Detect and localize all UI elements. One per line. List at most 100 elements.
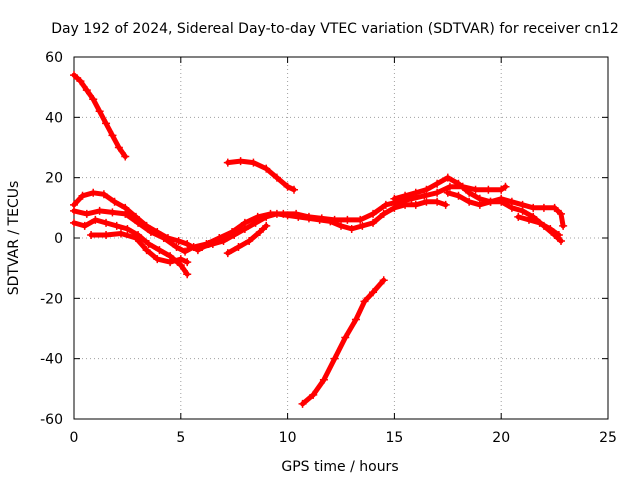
x-axis-label: GPS time / hours	[281, 459, 398, 475]
data-point	[524, 215, 533, 224]
data-point	[262, 212, 271, 221]
data-point	[330, 354, 339, 363]
data-point	[121, 152, 130, 161]
data-point	[401, 200, 410, 209]
data-points	[70, 71, 568, 408]
data-point	[535, 218, 544, 227]
data-point	[337, 221, 345, 230]
data-point	[360, 297, 369, 306]
data-point	[99, 190, 108, 199]
data-point	[390, 194, 399, 203]
data-point	[507, 197, 516, 206]
data-point	[326, 217, 335, 226]
data-point	[347, 224, 356, 233]
data-point	[70, 218, 78, 227]
data-point	[236, 157, 245, 166]
data-point	[559, 221, 568, 230]
data-point	[144, 240, 153, 249]
series-sat-a	[70, 71, 130, 161]
data-point	[379, 209, 388, 218]
x-tick-label: 5	[176, 430, 185, 446]
x-tick-label: 25	[599, 430, 617, 446]
data-point	[390, 203, 399, 212]
data-point	[283, 182, 292, 191]
data-point	[411, 188, 420, 197]
data-point	[108, 131, 117, 140]
data-point	[422, 185, 431, 194]
data-point	[381, 200, 390, 209]
data-point	[557, 209, 566, 218]
data-point	[518, 200, 527, 209]
x-tick-label: 10	[279, 430, 297, 446]
data-point	[223, 158, 232, 167]
data-point	[183, 240, 192, 249]
data-point	[445, 182, 454, 191]
data-point	[309, 390, 318, 399]
axis-ticks: 0 5 10 15 20 25 -60 -40 -20 0 20 40 60	[40, 50, 617, 446]
y-tick-label: 20	[45, 171, 63, 187]
data-point	[102, 119, 111, 128]
data-point	[465, 197, 474, 206]
data-point	[262, 221, 271, 230]
data-point	[95, 107, 104, 116]
series-sat-c	[298, 276, 388, 408]
data-point	[89, 188, 98, 197]
data-point	[153, 255, 162, 264]
data-point	[433, 179, 442, 188]
data-point	[283, 211, 292, 220]
data-point	[422, 197, 431, 206]
y-tick-label: 0	[54, 231, 63, 247]
data-point	[550, 203, 559, 212]
data-point	[379, 276, 388, 285]
data-point	[134, 218, 143, 227]
data-point	[249, 158, 258, 167]
data-point	[471, 185, 480, 194]
data-point	[290, 185, 299, 194]
data-point	[369, 218, 378, 227]
data-point	[501, 182, 510, 191]
data-point	[70, 71, 78, 80]
data-point	[441, 200, 450, 209]
data-point	[89, 95, 98, 104]
series-sat-g	[87, 229, 192, 267]
data-point	[351, 315, 360, 324]
data-point	[529, 203, 538, 212]
data-point	[411, 200, 420, 209]
data-point	[315, 215, 324, 224]
data-point	[272, 173, 281, 182]
data-point	[70, 206, 78, 215]
data-point	[230, 230, 239, 239]
data-point	[433, 197, 442, 206]
data-point	[208, 240, 217, 249]
series-sat-l	[223, 221, 271, 258]
data-point	[219, 237, 228, 246]
data-point	[443, 173, 452, 182]
y-tick-label: -60	[40, 412, 63, 428]
data-point	[465, 188, 474, 197]
data-point	[298, 399, 307, 408]
data-point	[102, 218, 111, 227]
data-point	[172, 243, 181, 252]
data-point	[251, 218, 260, 227]
data-point	[401, 191, 410, 200]
data-point	[82, 86, 91, 95]
data-point	[343, 215, 352, 224]
data-point	[223, 249, 232, 258]
data-point	[87, 230, 96, 239]
data-point	[110, 197, 119, 206]
data-point	[454, 191, 463, 200]
series-sat-h	[198, 197, 450, 252]
series-sat-k	[514, 212, 563, 239]
data-point	[304, 214, 313, 223]
data-point	[319, 375, 328, 384]
data-point	[189, 243, 198, 252]
data-point	[142, 246, 151, 255]
data-point	[369, 209, 378, 218]
data-point	[486, 197, 495, 206]
data-point	[356, 215, 365, 224]
x-tick-label: 20	[492, 430, 510, 446]
data-point	[159, 234, 168, 242]
data-point	[146, 227, 155, 236]
